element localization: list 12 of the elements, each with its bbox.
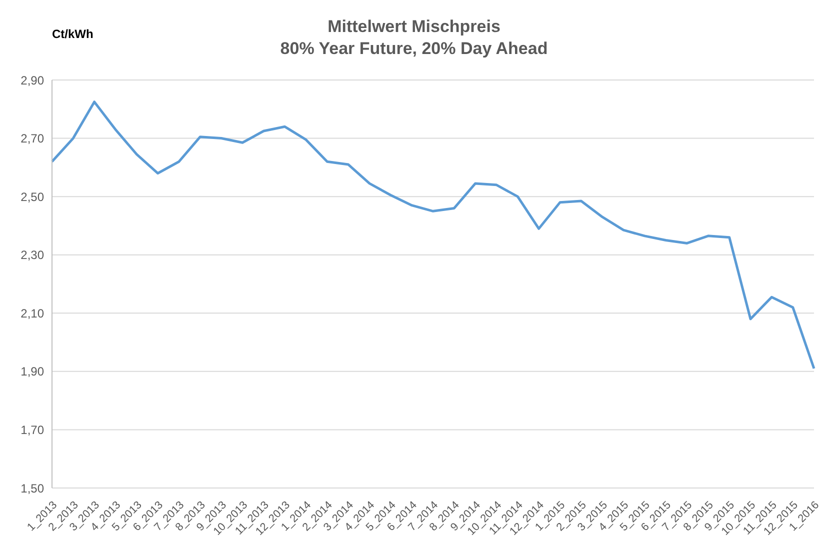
y-tick-label: 1,90	[20, 364, 44, 379]
y-tick-label: 2,30	[20, 248, 44, 262]
chart-title: Mittelwert Mischpreis	[328, 17, 500, 36]
y-tick-label: 2,10	[20, 306, 44, 320]
y-axis-title: Ct/kWh	[52, 27, 94, 41]
y-tick-label: 2,50	[20, 190, 44, 204]
chart-subtitle: 80% Year Future, 20% Day Ahead	[280, 39, 548, 58]
y-tick-label: 1,70	[20, 422, 44, 437]
y-tick-label: 1,50	[20, 481, 44, 496]
line-series	[50, 100, 816, 370]
y-tick-label: 2,90	[20, 73, 44, 88]
y-tick-label: 2,70	[20, 132, 44, 146]
